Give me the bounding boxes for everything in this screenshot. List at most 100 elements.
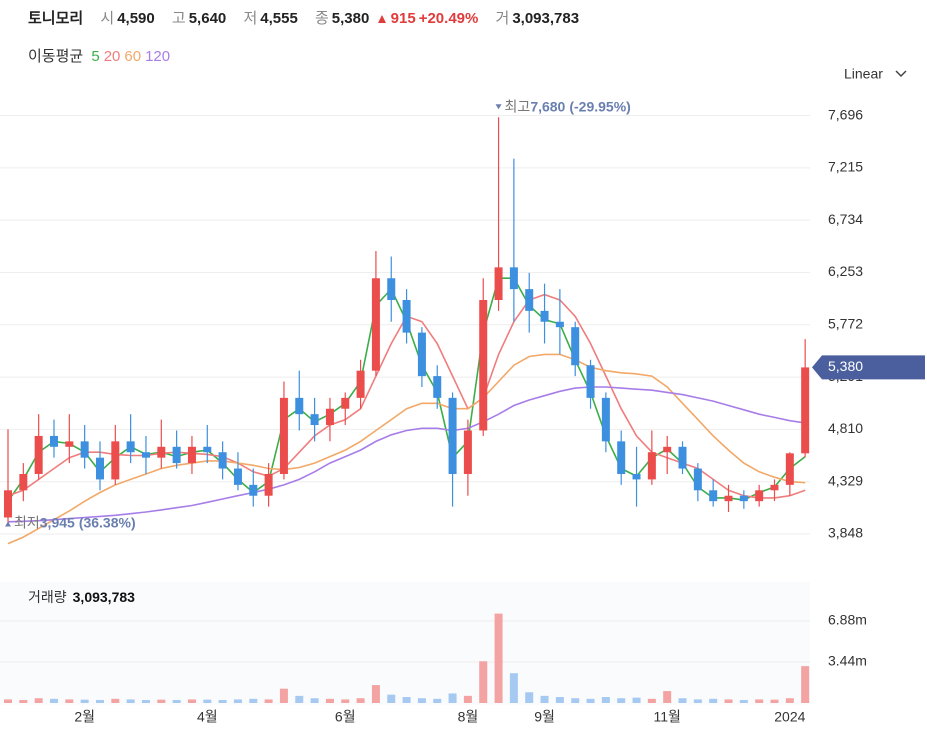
- volume-bar: [555, 697, 564, 703]
- candle-body: [709, 490, 718, 502]
- candle-body: [433, 376, 442, 398]
- candle-body: [463, 430, 472, 474]
- volume-bar: [509, 673, 518, 703]
- volume-bar: [187, 699, 196, 703]
- candle-body: [540, 310, 549, 322]
- volume-bar: [709, 698, 718, 703]
- volume-bar: [479, 661, 488, 703]
- volume-bar: [111, 698, 120, 703]
- candle-body: [371, 278, 380, 371]
- volume-bar: [49, 698, 58, 703]
- candle-body: [387, 278, 396, 300]
- volume-bar: [617, 698, 626, 703]
- volume-bar: [141, 700, 150, 703]
- candle-body: [341, 397, 350, 409]
- volume-bar: [80, 699, 89, 703]
- x-tick-label: 11월: [653, 709, 680, 725]
- annotation-marker: [495, 104, 502, 110]
- candle-body: [755, 490, 764, 502]
- candle-body: [233, 468, 242, 485]
- volume-bar: [601, 697, 610, 703]
- x-tick-label: 4월: [197, 709, 218, 725]
- ma-legend-entry: 5: [91, 48, 100, 65]
- annotation-change: (36.38%): [79, 514, 136, 530]
- open-label: 시: [100, 10, 115, 27]
- volume-bar: [402, 697, 411, 703]
- annotation-value: 7,680: [530, 98, 565, 114]
- candle-body: [126, 441, 135, 453]
- candle-body: [571, 327, 580, 366]
- volume-bar: [387, 694, 396, 703]
- candle-body: [279, 397, 288, 474]
- annotation-text: 최저3,945 (36.38%): [14, 514, 136, 530]
- candle-body: [325, 408, 334, 426]
- x-tick-label: 2024: [774, 709, 805, 725]
- volume-bar: [249, 698, 258, 703]
- y-tick-label: 5,772: [828, 315, 863, 331]
- ma-legend: 이동평균 5 20 60 120: [28, 45, 174, 66]
- candle-body: [678, 446, 687, 469]
- candle-body: [448, 397, 457, 474]
- y-tick-label: 7,696: [828, 106, 863, 122]
- ma-legend-entry: 20: [103, 48, 121, 65]
- candle-body: [203, 446, 212, 453]
- volume-bar: [34, 698, 43, 703]
- change-percent: +20.49%: [418, 10, 479, 27]
- volume-bar: [586, 698, 595, 703]
- candle-body: [34, 435, 43, 474]
- volume-bar: [341, 699, 350, 703]
- volume-bar: [571, 698, 580, 703]
- change-value: 915: [390, 10, 416, 27]
- volume-bar: [295, 695, 304, 703]
- volume-bar: [325, 698, 334, 703]
- volume-bar: [448, 693, 457, 703]
- annotation-label: 최저: [14, 514, 40, 530]
- candle-body: [111, 441, 120, 480]
- ma-legend-entry: 60: [124, 48, 142, 65]
- volume-bar: [233, 699, 242, 703]
- y-tick-label: 6,734: [828, 211, 863, 227]
- volume-bar: [525, 692, 534, 703]
- candle-body: [525, 289, 534, 311]
- low-annotation: 최저3,945 (36.38%): [5, 514, 136, 530]
- last-price-label: 5,380: [828, 358, 863, 374]
- y-tick-label: 4,810: [828, 420, 863, 436]
- open-value: 4,590: [117, 10, 155, 27]
- volume-bar: [279, 688, 288, 703]
- candle-body: [632, 473, 641, 480]
- volume-bar: [801, 666, 810, 703]
- dropdown-chevron[interactable]: [895, 70, 907, 78]
- candle-body: [19, 473, 28, 491]
- scale-dropdown[interactable]: Linear: [844, 66, 907, 82]
- volume-bar: [19, 700, 28, 703]
- candle-body: [509, 267, 518, 290]
- volume-bar: [663, 691, 672, 703]
- volume-bar: [785, 698, 794, 703]
- volume-bar: [203, 699, 212, 703]
- summary-bar: 토니모리 시 4,590 고 5,640 저 4,555 종 5,380 915 +20.…: [28, 7, 582, 28]
- volume-current: 3,093,783: [73, 589, 135, 605]
- candle-body: [249, 484, 258, 496]
- low-label: 저: [243, 10, 258, 27]
- volume-bar: [433, 698, 442, 703]
- x-tick-label: 6월: [335, 709, 356, 725]
- volume-bar: [770, 699, 779, 703]
- candle-body: [157, 446, 166, 458]
- candle-body: [801, 367, 810, 454]
- volume-bar: [417, 698, 426, 703]
- volume-tick-label: 6.88m: [828, 612, 867, 628]
- high-annotation: 최고7,680 (-29.95%): [495, 98, 631, 114]
- volume-tick-label: 3.44m: [828, 653, 867, 669]
- volume-bar: [755, 699, 764, 703]
- volume-bar: [356, 698, 365, 703]
- volume-value: 3,093,783: [512, 10, 580, 27]
- scale-label[interactable]: Linear: [844, 66, 883, 82]
- candle-body: [264, 473, 273, 496]
- y-tick-label: 3,848: [828, 525, 863, 541]
- volume-label: 거: [495, 10, 510, 27]
- candle-body: [739, 495, 748, 502]
- volume-title: 거래량 3,093,783: [28, 589, 135, 605]
- volume-bar: [264, 699, 273, 703]
- volume-bar: [693, 699, 702, 703]
- candle-body: [218, 452, 227, 469]
